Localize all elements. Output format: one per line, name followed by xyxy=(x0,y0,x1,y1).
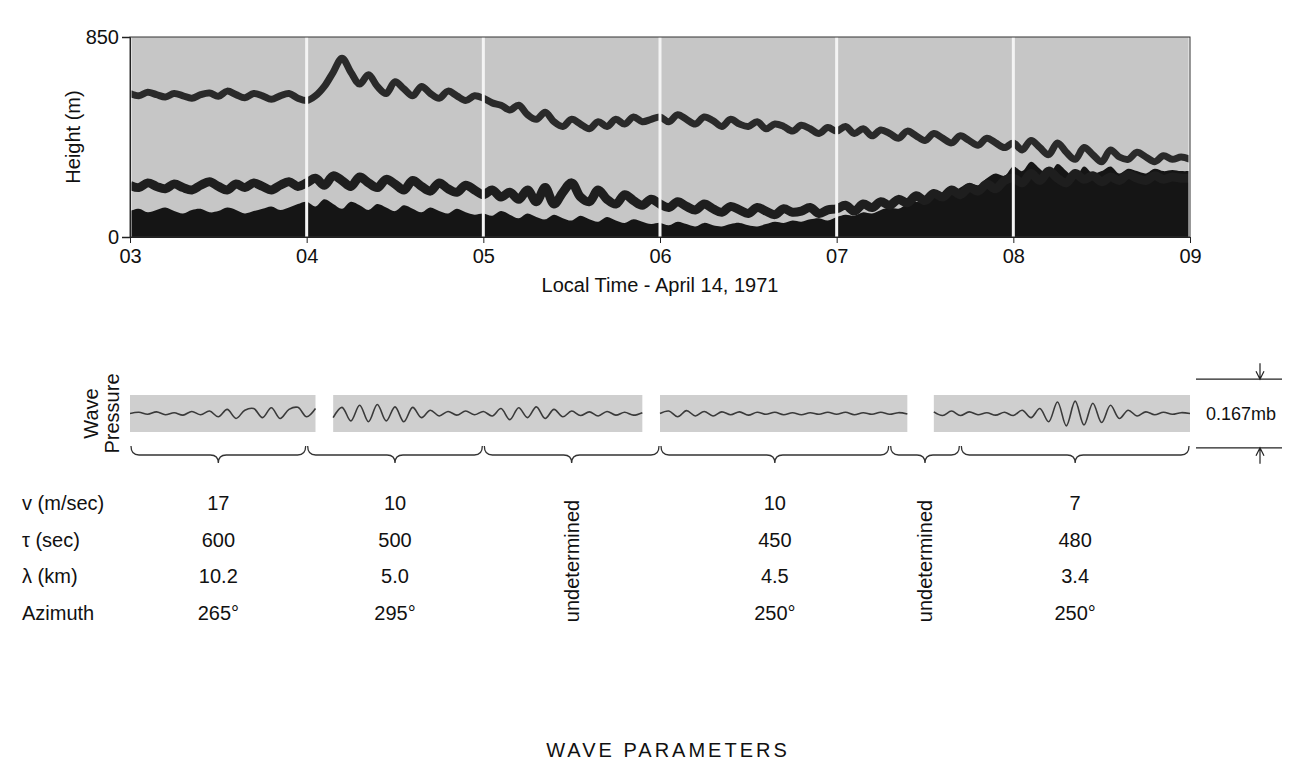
y-axis: 0 850 xyxy=(86,26,131,248)
grid-line xyxy=(835,37,838,237)
pressure-trace xyxy=(130,401,1190,426)
plot-area xyxy=(130,37,1190,237)
y-axis-line xyxy=(122,38,131,238)
x-axis-title: Local Time - April 14, 1971 xyxy=(542,274,779,296)
table-cell: 10.2 xyxy=(199,565,238,587)
scale-bar-label: 0.167mb xyxy=(1206,404,1276,424)
grid-line xyxy=(659,37,662,237)
brace xyxy=(484,446,659,463)
grid-line xyxy=(1012,37,1015,237)
row-label: v (m/sec) xyxy=(22,492,104,514)
table-cell: 265° xyxy=(198,602,239,624)
figure: 03 04 05 06 07 08 09 0 850 Height (m) Local Time -… xyxy=(0,0,1299,780)
x-tick: 06 xyxy=(649,237,671,267)
y-tick-mark xyxy=(122,37,130,39)
x-tick: 03 xyxy=(119,237,141,267)
grid-line xyxy=(305,37,308,237)
x-tick-label: 04 xyxy=(296,245,318,267)
table-cell: 450 xyxy=(758,529,791,551)
x-tick-mark xyxy=(660,237,661,243)
x-tick-label: 03 xyxy=(119,245,141,267)
y-tick: 850 xyxy=(86,26,130,48)
table-cell: 250° xyxy=(1054,602,1095,624)
pressure-plot-area xyxy=(130,401,1190,426)
x-tick-label: 08 xyxy=(1003,245,1025,267)
x-tick-mark xyxy=(483,237,484,243)
x-tick-mark xyxy=(307,237,308,243)
table-cell: 10 xyxy=(384,492,406,514)
x-tick: 05 xyxy=(473,237,495,267)
x-tick-mark xyxy=(1190,237,1191,243)
x-axis: 03 04 05 06 07 08 09 xyxy=(119,237,1201,267)
table-title: WAVE PARAMETERS xyxy=(546,739,790,761)
row-label: τ (sec) xyxy=(22,529,80,551)
table-cell: 3.4 xyxy=(1061,565,1089,587)
table-cell: 500 xyxy=(378,529,411,551)
scale-bar-arrow xyxy=(1256,448,1264,464)
grid-line xyxy=(482,37,485,237)
table-cell: 480 xyxy=(1058,529,1091,551)
plot-background xyxy=(130,37,1190,237)
table-cell: 17 xyxy=(207,492,229,514)
brace xyxy=(891,446,960,463)
y-tick-label: 850 xyxy=(86,26,119,48)
y-tick-label: 0 xyxy=(108,226,119,248)
x-tick-label: 09 xyxy=(1179,245,1201,267)
table-cell: 600 xyxy=(202,529,235,551)
table-cell: 295° xyxy=(374,602,415,624)
y-axis-title: Height (m) xyxy=(62,90,84,183)
x-tick: 07 xyxy=(826,237,848,267)
scale-bar-line xyxy=(1196,447,1282,448)
plot-frame xyxy=(130,37,1190,237)
x-axis-line xyxy=(131,238,1191,244)
pressure-axis-title: WavePressure xyxy=(80,373,123,453)
x-tick-label: 07 xyxy=(826,245,848,267)
table-cell: 7 xyxy=(1070,492,1081,514)
scale-bar: 0.167mb xyxy=(1196,363,1282,464)
table-note: undetermined xyxy=(914,500,936,622)
table-cell: 10 xyxy=(764,492,786,514)
scale-bar-arrow xyxy=(1256,363,1264,379)
table-cell: 250° xyxy=(754,602,795,624)
x-tick: 08 xyxy=(1003,237,1025,267)
x-tick-mark xyxy=(837,237,838,243)
x-tick-label: 05 xyxy=(473,245,495,267)
y-tick: 0 xyxy=(108,226,130,248)
table-cell: 5.0 xyxy=(381,565,409,587)
table-cell: 4.5 xyxy=(761,565,789,587)
scale-bar-line xyxy=(1196,379,1282,380)
x-tick: 04 xyxy=(296,237,318,267)
brace xyxy=(961,446,1189,463)
row-label: Azimuth xyxy=(22,602,94,624)
table-note: undetermined xyxy=(561,500,583,622)
x-tick: 09 xyxy=(1179,237,1201,267)
row-label: λ (km) xyxy=(22,565,78,587)
brace xyxy=(308,446,483,463)
x-tick-mark xyxy=(1013,237,1014,243)
brace xyxy=(661,446,889,463)
brace xyxy=(131,446,306,463)
y-tick-mark xyxy=(122,237,130,239)
x-tick-label: 06 xyxy=(649,245,671,267)
